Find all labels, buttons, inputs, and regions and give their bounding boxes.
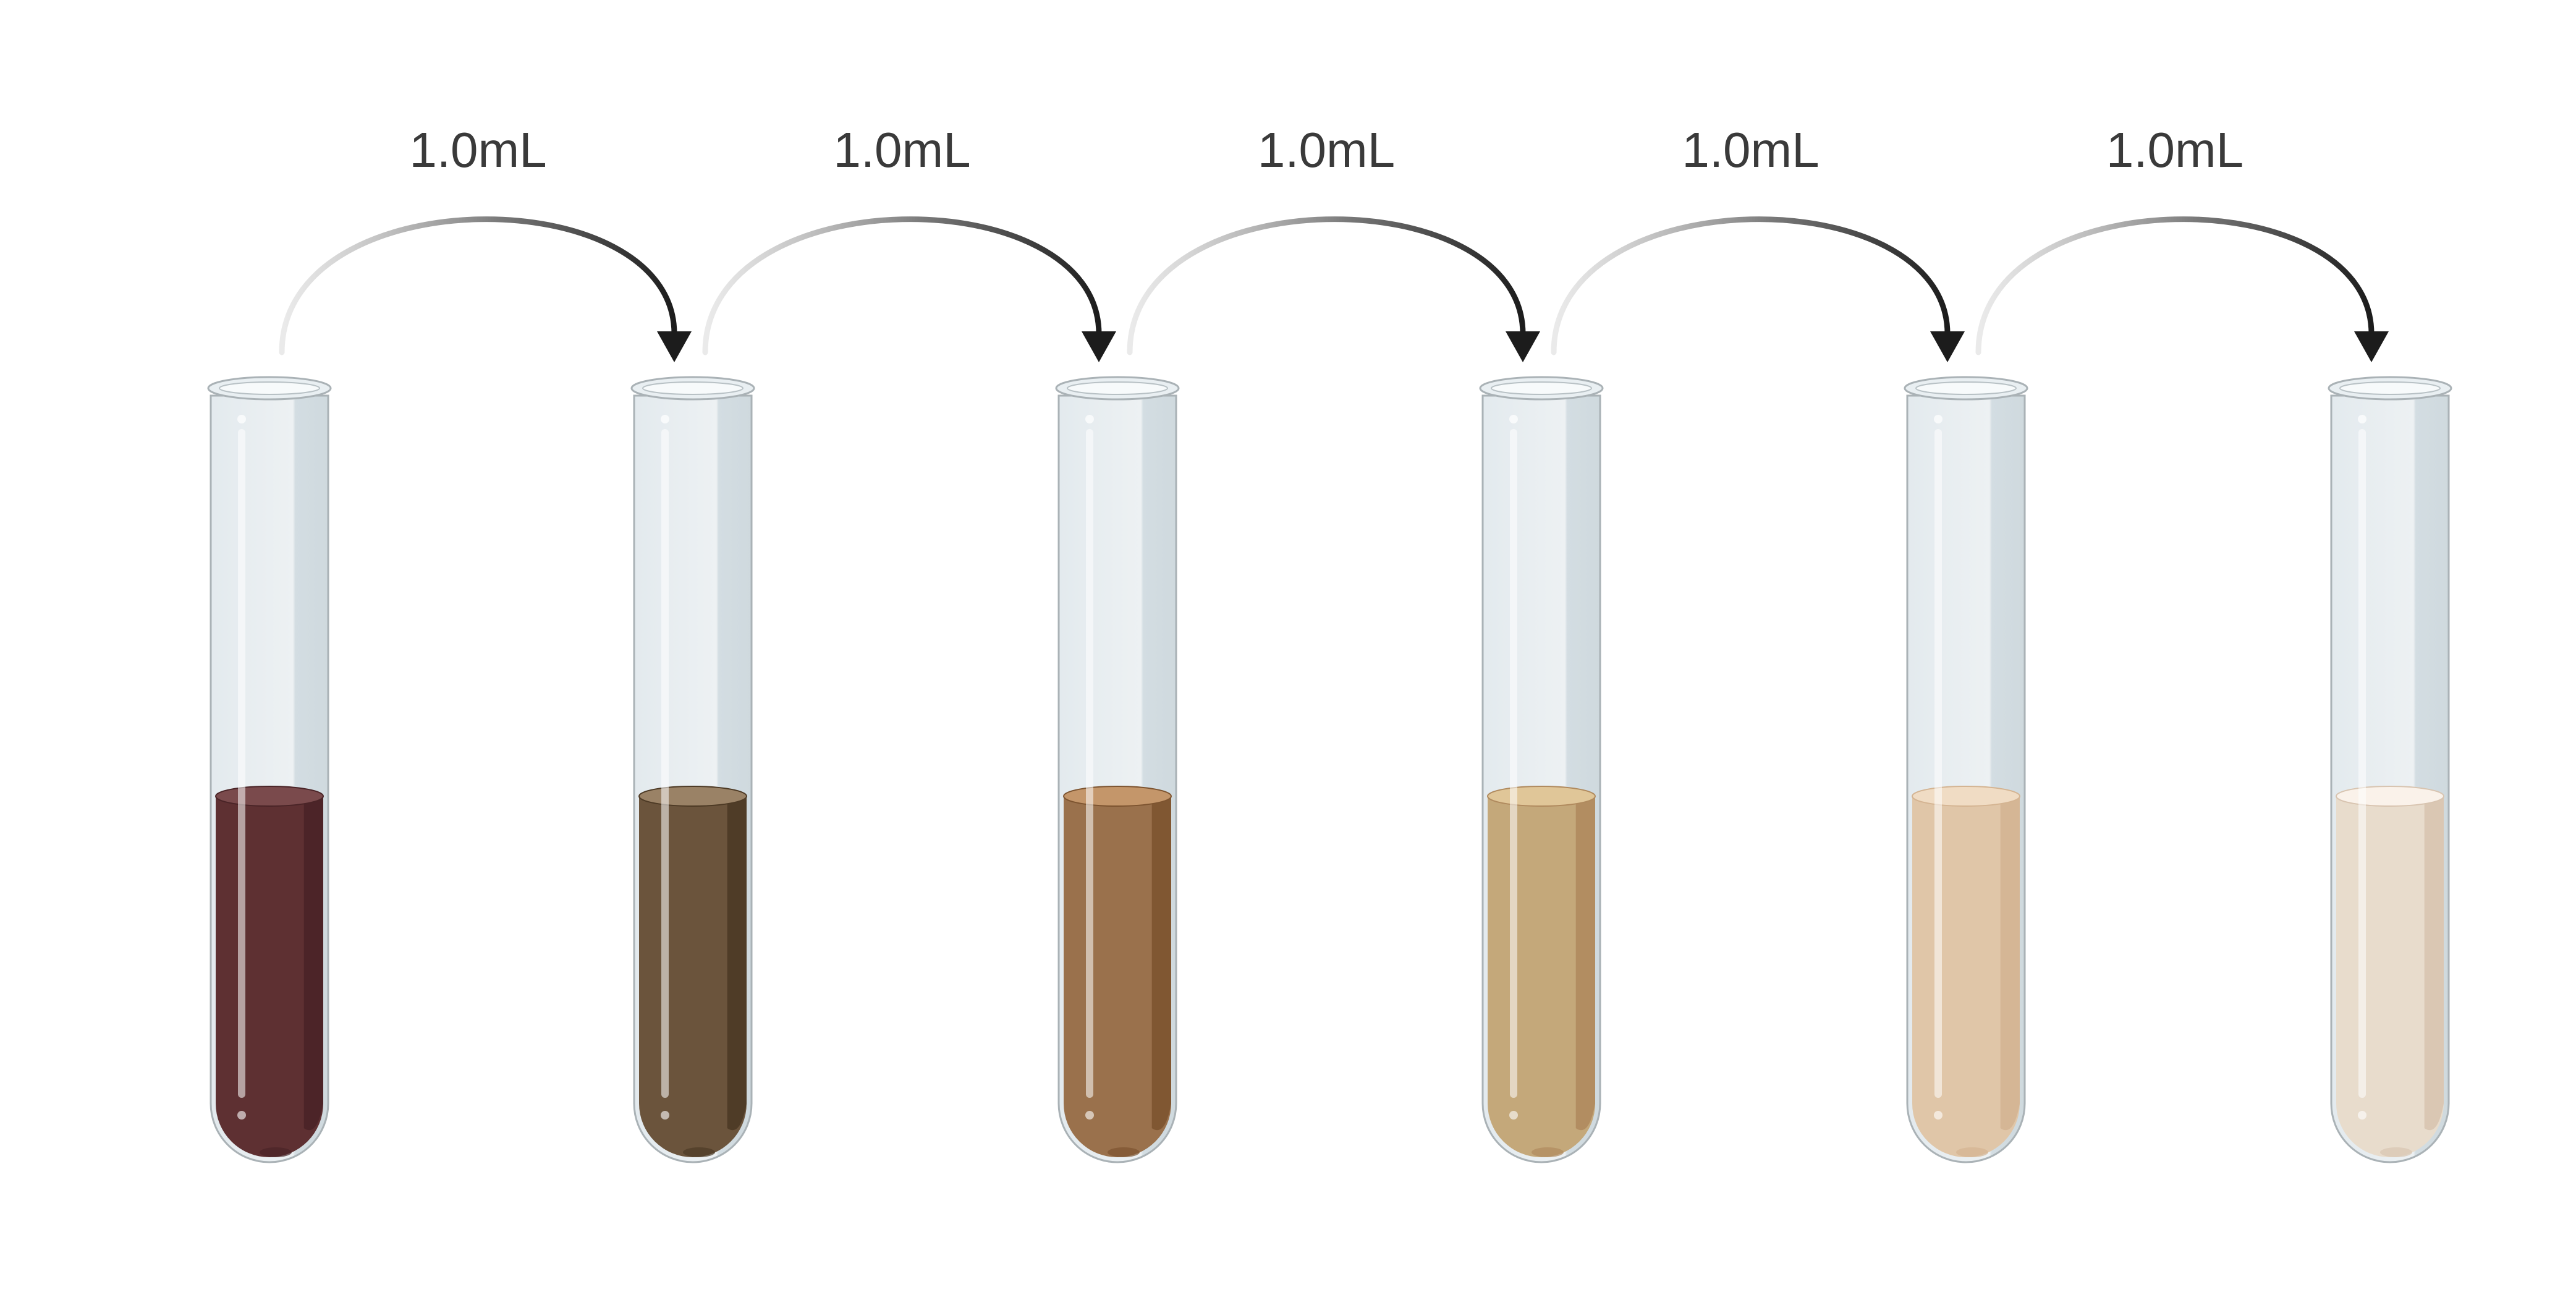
liquid-meniscus xyxy=(1063,786,1172,807)
arrowhead xyxy=(1506,331,1540,362)
test-tube xyxy=(1904,376,2028,1163)
transfer-arrow xyxy=(702,216,1102,355)
arrowhead xyxy=(657,331,692,362)
tube-rim-inner xyxy=(1067,381,1168,395)
tube-rim-inner xyxy=(642,381,744,395)
glass-highlight-dot xyxy=(1085,415,1094,423)
glass-highlight-dot xyxy=(1509,1111,1518,1120)
liquid-shade xyxy=(2424,796,2444,1131)
test-tubes xyxy=(207,376,2452,1163)
bottom-dimple xyxy=(683,1147,715,1157)
glass-highlight-dot xyxy=(2358,415,2366,423)
liquid-shade xyxy=(2000,796,2020,1131)
transfer-arrows xyxy=(279,216,2389,362)
liquid-shade xyxy=(303,796,323,1131)
transfer-volume-label: 1.0mL xyxy=(1258,122,1395,177)
glass-highlight-dot xyxy=(1934,1111,1943,1120)
transfer-arrow xyxy=(279,216,677,355)
arrowhead xyxy=(1082,331,1116,362)
bottom-dimple xyxy=(1108,1147,1140,1157)
glass-highlight-dot xyxy=(237,1111,246,1120)
liquid-meniscus xyxy=(215,786,324,807)
transfer-volume-label: 1.0mL xyxy=(1682,122,1819,177)
glass-highlight-dot xyxy=(661,1111,669,1120)
bottom-dimple xyxy=(2380,1147,2412,1157)
glass-highlight-dot xyxy=(661,415,669,423)
transfer-volume-label: 1.0mL xyxy=(409,122,546,177)
test-tube xyxy=(207,376,332,1163)
liquid-meniscus xyxy=(2336,786,2444,807)
transfer-labels: 1.0mL 1.0mL 1.0mL 1.0mL 1.0mL xyxy=(409,122,2243,177)
glass-highlight-dot xyxy=(1934,415,1943,423)
tube-rim-inner xyxy=(2339,381,2441,395)
tube-rim-inner xyxy=(219,381,320,395)
tube-rim-inner xyxy=(1491,381,1592,395)
glass-highlight-dot xyxy=(2358,1111,2366,1120)
transfer-arrow xyxy=(1975,216,2375,355)
test-tube xyxy=(1479,376,1604,1163)
tube-rim-inner xyxy=(1915,381,2017,395)
liquid-meniscus xyxy=(1487,786,1596,807)
arrowhead xyxy=(1930,331,1965,362)
liquid-shade xyxy=(1151,796,1171,1131)
arrowhead xyxy=(2354,331,2389,362)
glass-highlight-dot xyxy=(1509,415,1518,423)
test-tube xyxy=(1055,376,1180,1163)
glass-highlight-dot xyxy=(237,415,246,423)
bottom-dimple xyxy=(260,1147,292,1157)
bottom-dimple xyxy=(1956,1147,1988,1157)
liquid-meniscus xyxy=(638,786,747,807)
transfer-arrow xyxy=(1127,216,1526,355)
liquid-meniscus xyxy=(1912,786,2020,807)
bottom-dimple xyxy=(1532,1147,1564,1157)
glass-highlight-dot xyxy=(1085,1111,1094,1120)
test-tube xyxy=(630,376,755,1163)
transfer-volume-label: 1.0mL xyxy=(2106,122,2243,177)
liquid-shade xyxy=(1575,796,1595,1131)
liquid-shade xyxy=(727,796,747,1131)
transfer-volume-label: 1.0mL xyxy=(833,122,970,177)
test-tube xyxy=(2328,376,2452,1163)
transfer-arrow xyxy=(1551,216,1951,355)
